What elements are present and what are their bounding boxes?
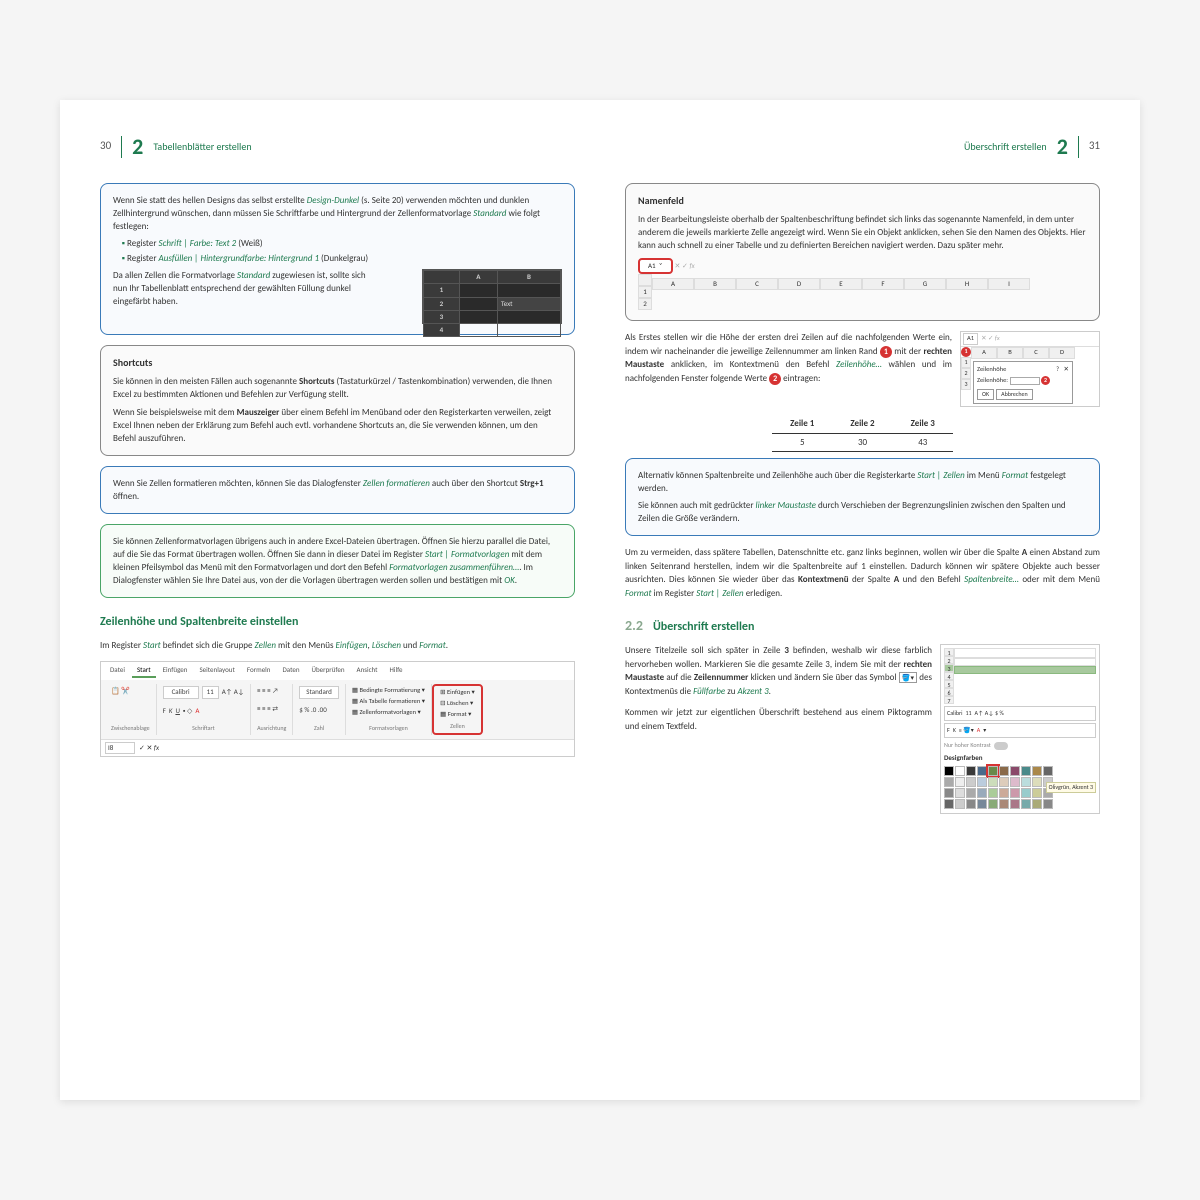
section-title: Überschrift erstellen [653,618,754,636]
color-row[interactable] [944,799,1096,809]
ribbon-item[interactable]: ⊟ Löschen ▾ [440,699,475,709]
ribbon-group-cells-highlighted: ⊞ Einfügen ▾ ⊟ Löschen ▾ ▦ Format ▾ Zell… [432,684,483,734]
section-title-zeilenhoehe: Zeilenhöhe und Spaltenbreite einstellen [100,613,575,631]
design-colors-title: Designfarben [944,753,1096,764]
callout-title: Namenfeld [638,194,1087,209]
callout-design-dunkel: Wenn Sie statt des hellen Designs das se… [100,183,575,335]
ribbon-tab-active[interactable]: Start [132,664,156,679]
color-tooltip: Olivgrün, Akzent 3 [1046,782,1096,793]
step-marker-1: 1 [961,347,971,357]
ribbon-tab[interactable]: Ansicht [352,664,383,679]
contrast-toggle[interactable] [994,742,1008,750]
chapter-title: Überschrift erstellen [964,139,1047,154]
page-left: 30 2 Tabellenblätter erstellen Wenn Sie … [60,100,600,1100]
callout-formatvorlagen-merge: Sie können Zellenformatvorlagen übrigens… [100,524,575,598]
page-right: Überschrift erstellen 2 31 Namenfeld In … [600,100,1140,1100]
row-height-instruction: Als Erstes stellen wir die Höhe der erst… [625,331,1100,407]
ribbon-tab[interactable]: Daten [277,664,304,679]
ribbon-tab[interactable]: Hilfe [385,664,408,679]
dark-theme-grid-preview: AB 1 2Text 3 4 [422,269,562,324]
color-row[interactable] [944,766,1096,776]
ribbon-tab[interactable]: Formeln [242,664,276,679]
section-number: 2.2 [625,615,643,636]
paragraph: Kommen wir jetzt zur eigentlichen Übersc… [625,706,932,733]
chapter-number: 2 [132,130,143,163]
ribbon-group-number: Standard $ % .0 .00 Zahl [293,684,346,734]
paragraph: Unsere Titelzeile soll sich später in Ze… [625,644,932,698]
ribbon-tab[interactable]: Seitenlayout [194,664,239,679]
row-height-popup: Zeilenhöhe? ✕ Zeilenhöhe: 2 OKAbbrechen [973,361,1073,405]
page-number: 30 [100,138,111,155]
list-item: Register Schrift | Farbe: Text 2 (Weiß) [127,237,562,250]
callout-alternative: Alternativ können Spaltenbreite und Zeil… [625,458,1100,536]
name-box-highlighted[interactable]: A1 ˅ [638,258,673,274]
fill-icon: 🪣▾ [899,672,917,683]
callout-namenfeld: Namenfeld In der Bearbeitungsleiste ober… [625,183,1100,321]
row-heights-table: Zeile 1Zeile 2Zeile 3 53043 [772,415,953,452]
ribbon-group-align: ≡ ≡ ≡ ↗ ≡ ≡ ≡ ⇄ Ausrichtung [251,684,293,734]
callout-strg1: Wenn Sie Zellen formatieren möchten, kön… [100,466,575,514]
book-spread: 30 2 Tabellenblätter erstellen Wenn Sie … [60,100,1140,1100]
header-separator [1078,136,1079,158]
design-colors-popup: 1234567 Calibri 11 A↑ A↓ $ % F K ≡ 🪣▾ A▾… [940,644,1100,814]
row-height-dialog-preview: A1 ✕ ✓ fx 1 1 2 3 ABCD Zeilenhöhe? ✕ [960,331,1100,407]
ribbon-item[interactable]: ▦ Als Tabelle formatieren ▾ [352,697,425,707]
ribbon-group-font: Calibri 11 A↑ A↓ F K U ▪ ◇ A Schriftart [157,684,252,734]
formula-bar: I8 ✓ ✕ fx [101,739,574,757]
page-number: 31 [1089,138,1100,155]
name-box[interactable]: I8 [105,742,135,755]
ribbon-group-clipboard: 📋 ✂️ Zwischenablage [105,684,157,734]
ribbon-tab[interactable]: Überprüfen [307,664,350,679]
chapter-title: Tabellenblätter erstellen [153,139,251,154]
ribbon-item[interactable]: ▦ Bedingte Formatierung ▾ [352,686,425,696]
paragraph: In der Bearbeitungsleiste oberhalb der S… [638,213,1087,252]
step-marker-2: 2 [1041,376,1050,385]
ok-button[interactable]: OK [977,389,994,400]
callout-title: Shortcuts [113,356,562,371]
ribbon-body: 📋 ✂️ Zwischenablage Calibri 11 A↑ A↓ F K… [101,680,574,738]
paragraph: Im Register Start befindet sich die Grup… [100,639,575,653]
ribbon-tabs: Datei Start Einfügen Seitenlayout Formel… [101,662,574,681]
contrast-toggle-label: Nur hoher Kontrast [944,741,991,750]
list-item: Register Ausfüllen | Hintergrundfarbe: H… [127,252,562,265]
ribbon-tab[interactable]: Datei [105,664,130,679]
section-2-2: 2.2 Überschrift erstellen [625,615,1100,636]
callout-shortcuts: Shortcuts Sie können in den meisten Fäll… [100,345,575,456]
mini-toolbar: Calibri 11 A↑ A↓ $ % [944,706,1096,721]
paragraph: Um zu vermeiden, dass spätere Tabellen, … [625,546,1100,600]
cancel-button[interactable]: Abbrechen [996,389,1033,400]
excel-ribbon: Datei Start Einfügen Seitenlayout Formel… [100,661,575,757]
page-header-left: 30 2 Tabellenblätter erstellen [100,130,575,163]
row-height-input[interactable] [1010,377,1040,385]
ribbon-item[interactable]: ⊞ Einfügen ▾ [440,688,475,698]
step-marker-1: 1 [880,346,892,358]
header-separator [121,136,122,158]
chapter-number: 2 [1057,130,1068,163]
name-box-demo: A1 ˅ ✕ ✓ fx 12 ABCDEFGHI [638,258,1087,311]
ribbon-tab[interactable]: Einfügen [158,664,193,679]
ribbon-item[interactable]: ▦ Zellenformatvorlagen ▾ [352,708,425,718]
ribbon-item[interactable]: ▦ Format ▾ [440,710,475,720]
ribbon-group-styles: ▦ Bedingte Formatierung ▾ ▦ Als Tabelle … [346,684,432,734]
step-marker-2: 2 [769,373,781,385]
page-header-right: Überschrift erstellen 2 31 [625,130,1100,163]
